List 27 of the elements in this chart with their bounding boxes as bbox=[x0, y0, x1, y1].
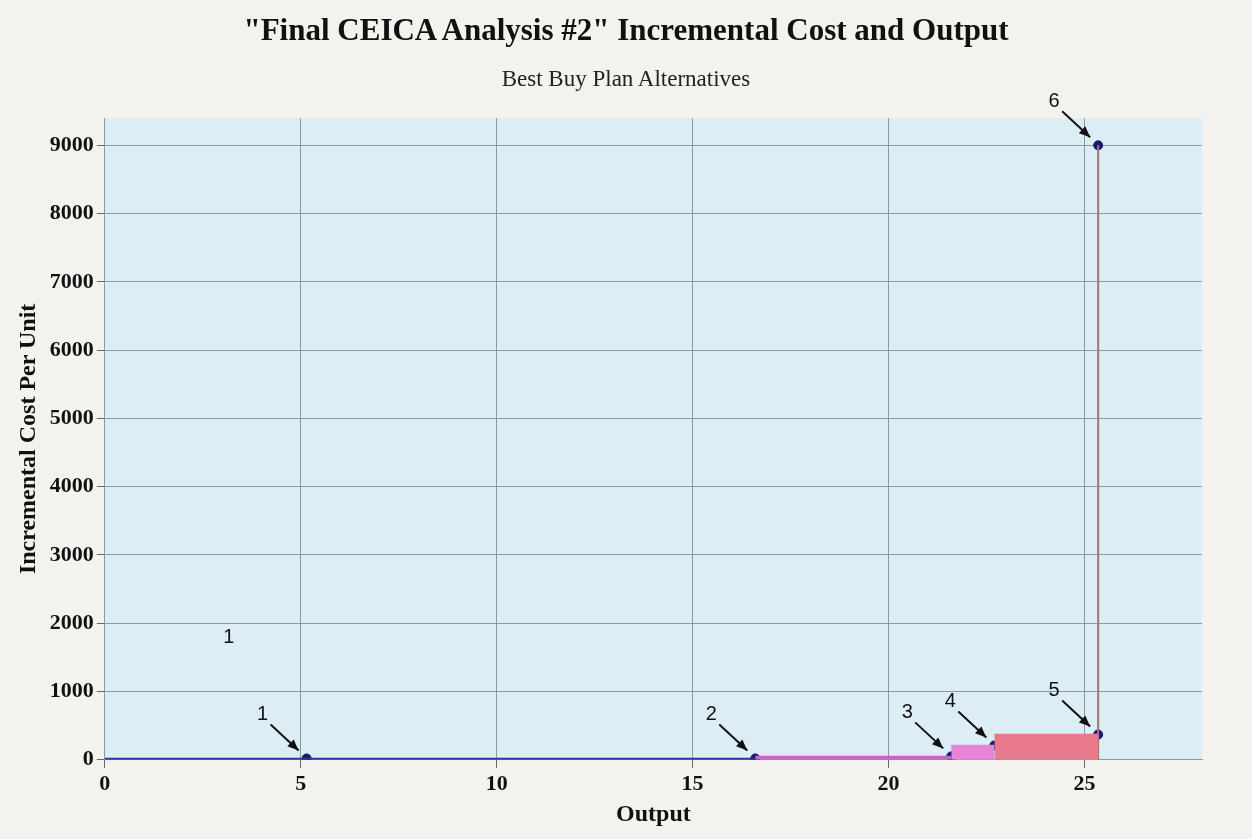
annotation: 3 bbox=[901, 699, 913, 722]
x-axis-title: Output bbox=[616, 799, 691, 826]
y-axis-title: Incremental Cost Per Unit bbox=[13, 303, 40, 575]
x-tick-label: 0 bbox=[99, 769, 111, 795]
x-tick-label: 5 bbox=[295, 769, 307, 795]
y-tick-label: 4000 bbox=[49, 472, 94, 498]
x-tick-label: 25 bbox=[1073, 769, 1096, 795]
y-tick-label: 6000 bbox=[49, 335, 94, 361]
annotation: 1 bbox=[223, 625, 235, 648]
y-tick-label: 2000 bbox=[49, 608, 94, 634]
chart-title: "Final CEICA Analysis #2" Incremental Cost and Output bbox=[242, 12, 1010, 48]
annotation: 5 bbox=[1048, 678, 1060, 701]
y-tick-label: 1000 bbox=[49, 677, 94, 703]
annotation: 4 bbox=[944, 688, 956, 711]
y-tick-label: 3000 bbox=[49, 540, 94, 566]
x-tick-label: 10 bbox=[485, 769, 508, 795]
annotation: 6 bbox=[1048, 88, 1060, 111]
x-tick-label: 15 bbox=[681, 769, 704, 795]
annotation: 2 bbox=[705, 701, 717, 724]
y-tick-label: 5000 bbox=[49, 404, 94, 430]
y-tick-label: 8000 bbox=[49, 199, 94, 225]
y-tick-label: 7000 bbox=[49, 267, 94, 293]
x-tick-label: 20 bbox=[877, 769, 900, 795]
chart-subtitle: Best Buy Plan Alternatives bbox=[501, 66, 751, 91]
y-tick-label: 0 bbox=[82, 745, 94, 771]
annotation: 1 bbox=[257, 701, 269, 724]
y-tick-label: 9000 bbox=[49, 131, 94, 156]
